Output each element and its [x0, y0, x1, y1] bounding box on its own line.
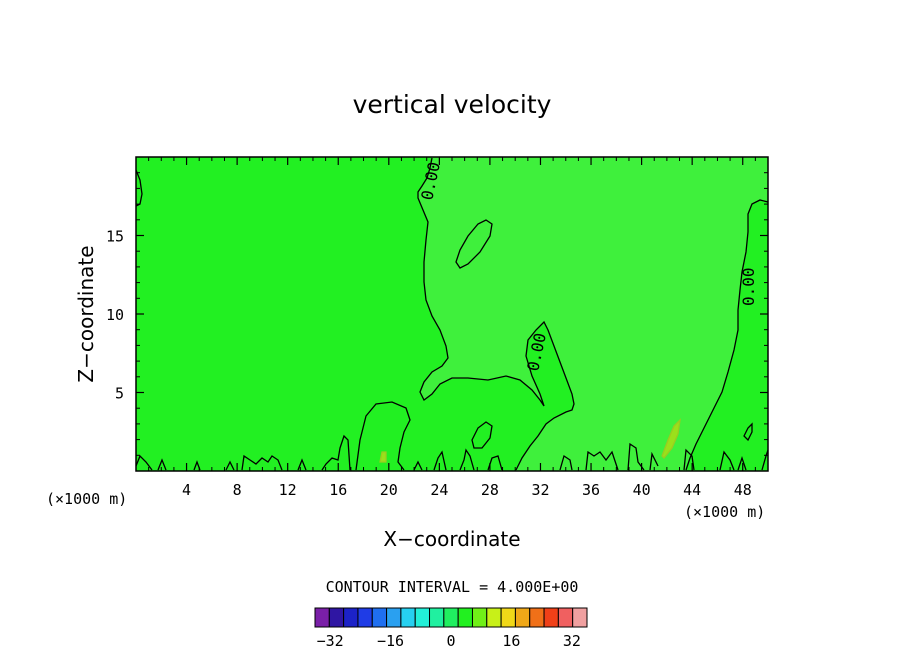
- zero-contour-sliver-small: [379, 451, 387, 463]
- plot-area: [136, 157, 768, 471]
- chart-title: vertical velocity: [353, 90, 552, 119]
- colorbar-swatch: [386, 607, 402, 628]
- zero-contour-oval: [455, 219, 493, 269]
- colorbar-swatch: [543, 607, 559, 628]
- x-tick-label: 40: [633, 481, 651, 499]
- colorbar-swatch: [514, 607, 531, 628]
- x-tick-label: 20: [380, 481, 398, 499]
- colorbar-swatch: [486, 607, 502, 628]
- colorbar-swatch: [314, 607, 330, 628]
- zero-contour-sliver: [661, 418, 681, 459]
- zero-contour-bottom-noise: [135, 434, 769, 471]
- contour-interval: CONTOUR INTERVAL = 4.000E+00: [326, 578, 579, 596]
- y-tick-label: 10: [106, 306, 124, 324]
- x-axis-label: X−coordinate: [383, 527, 520, 551]
- colorbar-tick-labels: −32 −16 0 16 32: [317, 632, 581, 650]
- colorbar-swatch: [400, 607, 416, 628]
- colorbar-swatch: [529, 607, 545, 628]
- x-axis: 4 8 12 16 20 24 28 32 36 40 44 48: [148, 157, 756, 499]
- zero-contour-main: [417, 157, 575, 471]
- x-unit-label-right: (×1000 m): [684, 503, 765, 521]
- colorbar-swatch: [414, 607, 431, 628]
- x-tick-label: 16: [329, 481, 347, 499]
- x-tick-label: 32: [531, 481, 549, 499]
- colorbar-swatch: [371, 607, 388, 628]
- colorbar-tick-label: −16: [377, 632, 404, 650]
- colorbar-tick-label: −32: [317, 632, 344, 650]
- zero-contour-bump: [355, 401, 411, 471]
- colorbar-tick-label: 16: [502, 632, 520, 650]
- y-tick-label: 5: [115, 385, 124, 403]
- colorbar-swatch: [471, 607, 488, 628]
- contour-lines: [135, 157, 769, 471]
- colorbar-swatch: [343, 607, 359, 628]
- y-tick-label: 15: [106, 228, 124, 246]
- zero-contour-blob: [471, 421, 493, 449]
- colorbar-swatch: [572, 607, 588, 628]
- zero-contour-left-edge: [135, 169, 143, 207]
- colorbar-swatch: [357, 607, 373, 628]
- y-axis-label: Z−coordinate: [74, 245, 98, 382]
- x-tick-label: 36: [582, 481, 600, 499]
- colorbar-swatch: [429, 607, 445, 628]
- colorbar-swatch: [500, 607, 516, 628]
- colorbar-tick-label: 32: [563, 632, 581, 650]
- colorbar: [314, 607, 588, 628]
- colorbar-swatch: [443, 607, 459, 628]
- colorbar-swatch: [328, 607, 345, 628]
- contour-label-right: 0.00: [739, 267, 758, 306]
- x-tick-label: 8: [233, 481, 242, 499]
- colorbar-swatch: [457, 607, 473, 628]
- x-unit-label-left: (×1000 m): [46, 490, 127, 508]
- colorbar-tick-label: 0: [446, 632, 455, 650]
- x-tick-label: 24: [430, 481, 448, 499]
- x-tick-label: 48: [734, 481, 752, 499]
- zero-contour-right: [685, 199, 769, 471]
- x-tick-label: 28: [481, 481, 499, 499]
- y-axis: 5 10 15: [106, 172, 768, 456]
- x-tick-label: 12: [279, 481, 297, 499]
- x-tick-label: 44: [683, 481, 701, 499]
- field-positive: [418, 157, 768, 471]
- colorbar-swatch: [557, 607, 574, 628]
- x-tick-label: 4: [182, 481, 191, 499]
- zero-contour-loop: [743, 422, 753, 442]
